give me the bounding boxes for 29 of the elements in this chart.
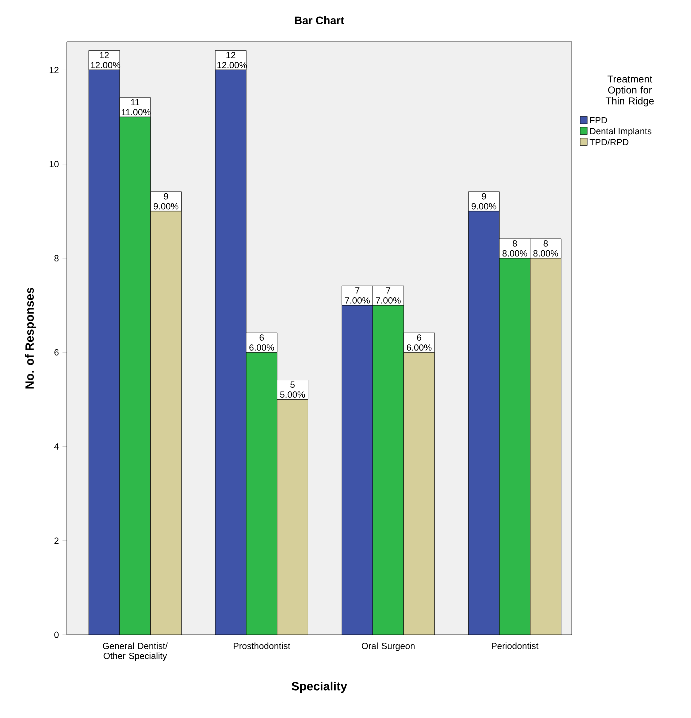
y-tick-label: 2 (54, 538, 59, 544)
y-tick-label: 6 (54, 349, 59, 356)
y-tick-label: 8 (54, 255, 59, 262)
y-axis-title: No. of Responses (25, 288, 36, 389)
data-label: 7 7.00% (376, 288, 401, 304)
x-tick-label: Oral Surgeon (362, 642, 415, 652)
x-tick-label: General Dentist/ Other Speciality (103, 642, 168, 662)
y-tick-label: 10 (50, 161, 59, 168)
y-tick-label: 0 (54, 632, 59, 638)
legend-label: FPD (590, 117, 608, 124)
x-tick-label: Prosthodontist (234, 642, 290, 650)
chart-title: Bar Chart (295, 16, 344, 24)
data-label: 7 7.00% (345, 288, 370, 304)
data-label: 8 8.00% (534, 240, 558, 257)
data-label: 9 9.00% (154, 193, 179, 210)
legend-title: Treatment Option for Thin Ridge (606, 76, 654, 107)
data-label: 6 6.00% (250, 334, 274, 351)
legend-label: TPD/RPD (590, 138, 629, 146)
legend-label: Dental Implants (590, 128, 652, 136)
data-label: 8 8.00% (502, 240, 528, 257)
y-tick-label: 4 (54, 444, 59, 450)
y-tick-label: 12 (50, 67, 59, 74)
data-label: 6 6.00% (407, 334, 432, 351)
data-label: 12 12.00% (218, 52, 248, 69)
data-label: 5 5.00% (280, 382, 306, 398)
x-axis-title: Speciality (292, 682, 348, 694)
x-tick-label: Periodontist (492, 642, 539, 650)
data-label: 12 12.00% (91, 52, 121, 69)
data-label: 9 9.00% (472, 193, 497, 210)
